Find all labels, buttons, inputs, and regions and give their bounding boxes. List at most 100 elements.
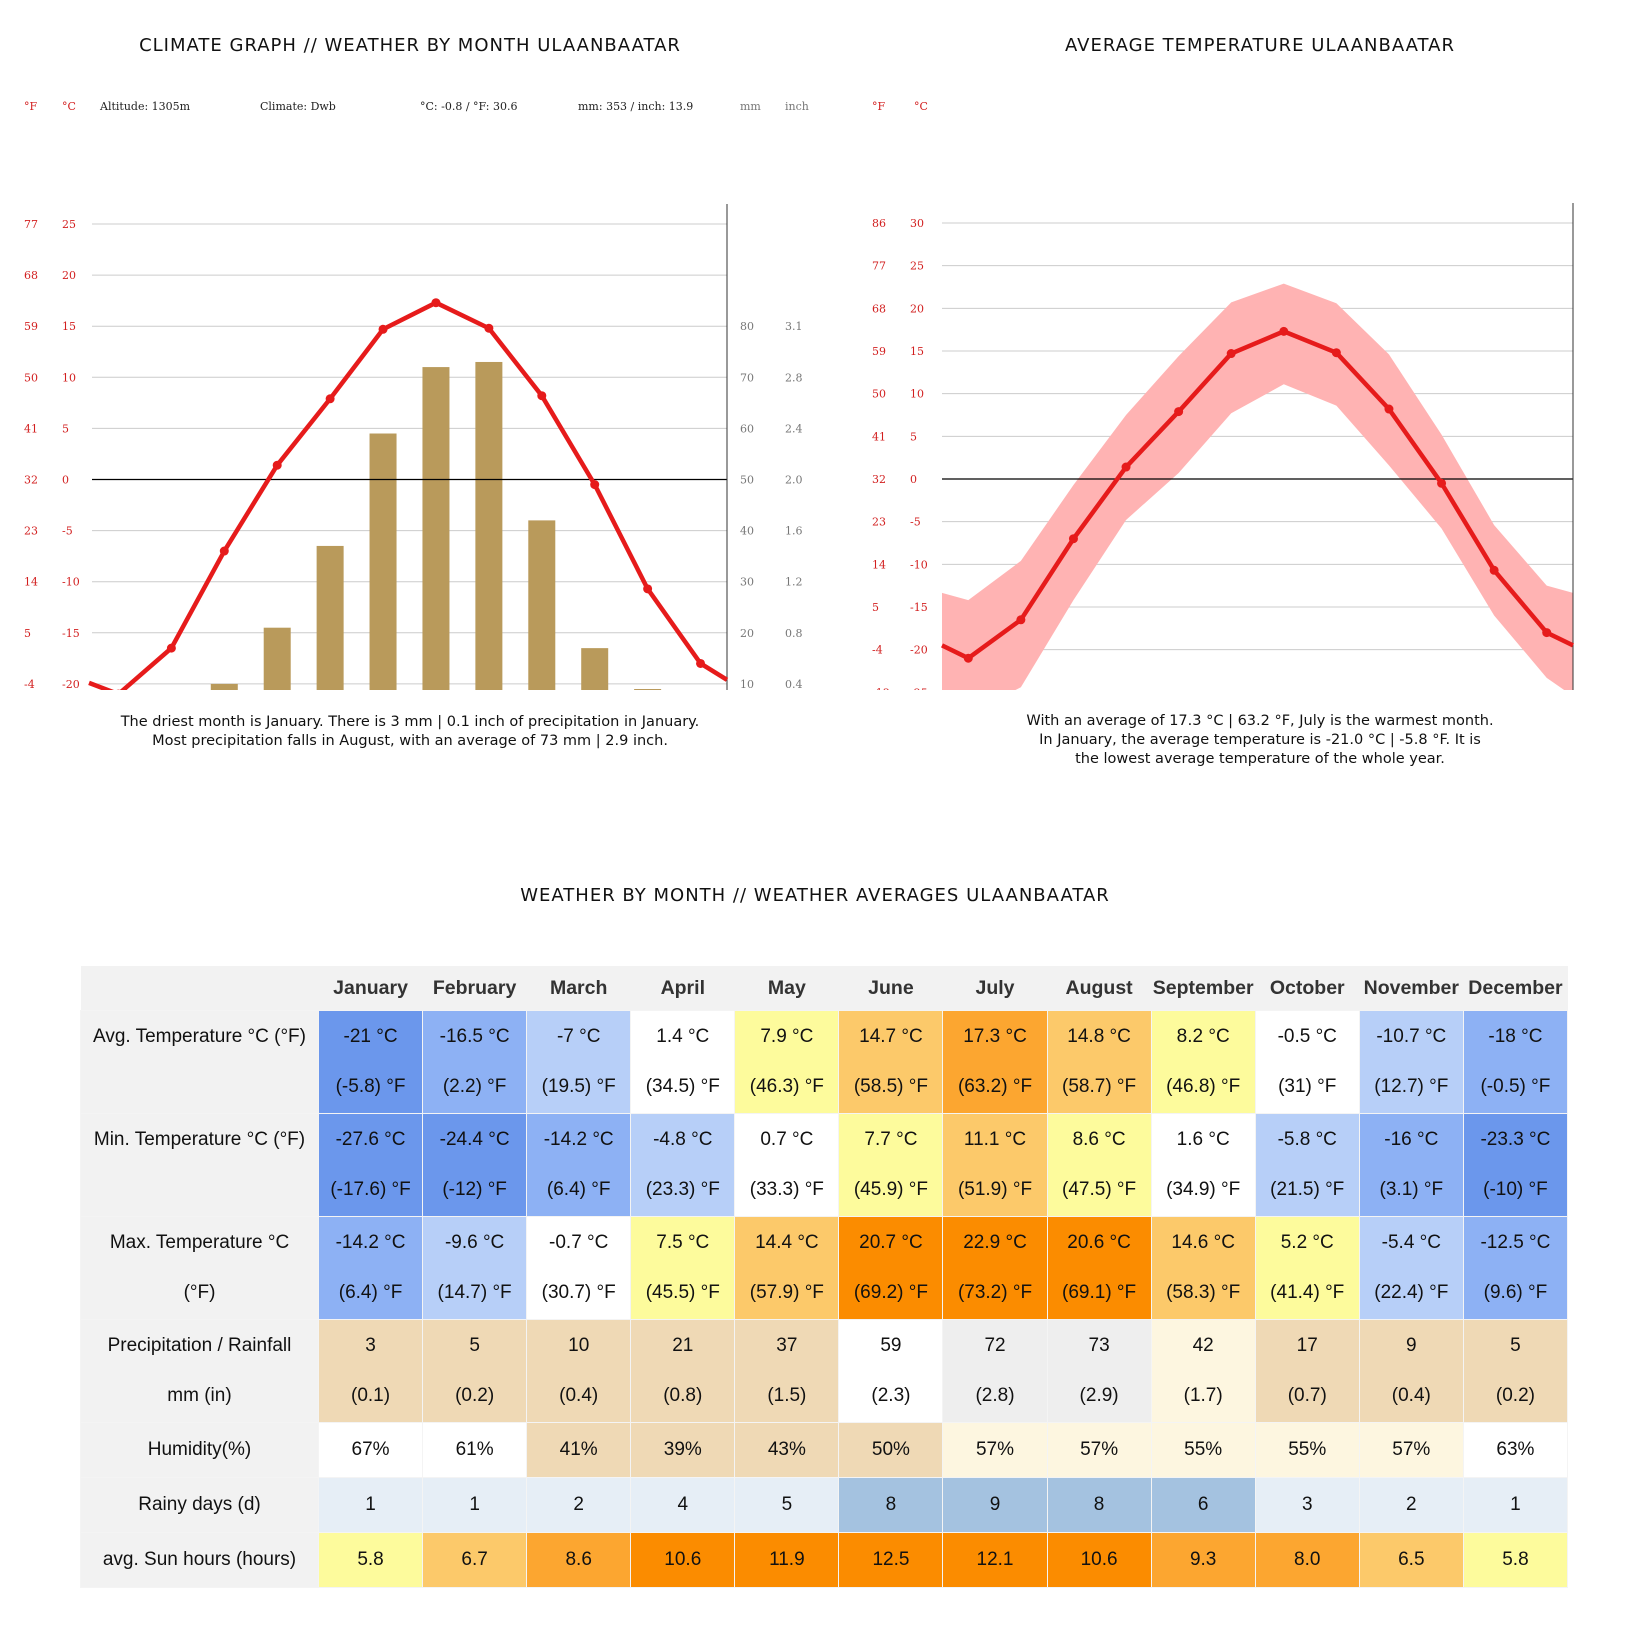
cell-value: 5.2 °C (1280, 1232, 1334, 1253)
table-cell: 39% (630, 1422, 736, 1478)
avg-temperature-point (1384, 404, 1394, 414)
cell-value-alt: (2.8) (975, 1385, 1015, 1406)
cell-value-alt: (-0.5) °F (1480, 1076, 1551, 1097)
y-tick-f: 41 (872, 430, 886, 443)
cell-value-alt: (45.9) °F (853, 1179, 928, 1200)
cell-value-alt: (22.4) °F (1374, 1282, 1449, 1303)
cell-value: 14.6 °C (1171, 1232, 1235, 1253)
table-cell: 8.6 (526, 1532, 632, 1588)
cell-value-alt: (2.3) (871, 1385, 911, 1406)
cell-value-alt: (51.9) °F (957, 1179, 1033, 1200)
cell-value-alt: (14.7) °F (437, 1282, 512, 1303)
cell-value: 73 (1088, 1335, 1110, 1356)
y-tick-f: 50 (24, 371, 38, 384)
y-tick-inch: 2.8 (785, 371, 803, 384)
table-cell: 8.2 °C (46.8) °F (1150, 1010, 1256, 1114)
table-cell: 8.6 °C (47.5) °F (1046, 1113, 1152, 1217)
table-row: Precipitation / Rainfall mm (in) 3 (0.1) 5 (0… (80, 1319, 1569, 1423)
cell-value-alt: (-5.8) °F (335, 1076, 406, 1097)
table-cell: 6 (1150, 1477, 1256, 1533)
y-tick-c: 25 (62, 218, 76, 231)
y-tick-mm: 70 (740, 371, 754, 384)
table-cell: 1.4 °C (34.5) °F (630, 1010, 736, 1114)
cell-value-alt: (58.7) °F (1062, 1076, 1137, 1097)
cell-value: -21 °C (343, 1026, 398, 1047)
table-cell: 3 (0.1) (317, 1319, 424, 1423)
y-tick-inch: 2.4 (785, 422, 803, 435)
table-cell: 12.1 (942, 1532, 1048, 1588)
y-tick-f: 59 (872, 345, 886, 358)
y-tick-inch: 1.6 (785, 525, 803, 538)
cell-value-alt: (33.3) °F (749, 1179, 824, 1200)
temperature-point (590, 480, 600, 490)
cell-value: -27.6 °C (335, 1129, 406, 1150)
cell-value-alt: (41.4) °F (1270, 1282, 1345, 1303)
y-tick-inch: 0.4 (785, 678, 803, 690)
table-cell: 9 (942, 1477, 1048, 1533)
cell-value: -23.3 °C (1480, 1129, 1551, 1150)
y-tick-f: -4 (24, 678, 35, 690)
climate-caption-line-1: The driest month is January. There is 3 … (120, 714, 700, 730)
table-cell: 14.7 °C (58.5) °F (838, 1010, 944, 1114)
table-row: Avg. Temperature °C (°F) -21 °C (-5.8) °F -… (80, 1010, 1569, 1114)
y-tick-c: 15 (910, 345, 924, 358)
cell-value-alt: (30.7) °F (541, 1282, 616, 1303)
temperature-point (696, 658, 706, 668)
y-tick-f: 32 (872, 473, 886, 486)
y-tick-f: 59 (24, 320, 38, 333)
table-cell: 5 (734, 1477, 840, 1533)
cell-value-alt: (3.1) °F (1379, 1179, 1444, 1200)
table-cell: 5.8 (317, 1532, 424, 1588)
table-cell: 8.0 (1254, 1532, 1360, 1588)
table-cell: -4.8 °C (23.3) °F (630, 1113, 736, 1217)
cell-value: -10.7 °C (1376, 1026, 1447, 1047)
unit-mm-label: mm (740, 100, 761, 113)
row-label: Precipitation / Rainfall mm (in) (80, 1319, 319, 1423)
cell-value: 42 (1192, 1335, 1214, 1356)
avg-temperature-point (1226, 349, 1236, 359)
row-label: Humidity(%) (80, 1422, 319, 1478)
month-header: March (526, 966, 631, 1011)
cell-value: 3 (365, 1335, 376, 1356)
cell-value-alt: (23.3) °F (645, 1179, 720, 1200)
cell-value: -9.6 °C (444, 1232, 505, 1253)
precip-bar (634, 689, 662, 690)
table-cell: -27.6 °C (-17.6) °F (317, 1113, 424, 1217)
y-tick-f: 5 (24, 627, 31, 640)
y-tick-c: 0 (62, 474, 69, 487)
avg-temperature-point (1489, 565, 1499, 575)
table-cell: 1 (1462, 1477, 1569, 1533)
month-header: September (1151, 966, 1256, 1011)
y-tick-c: 30 (910, 217, 924, 230)
table-cell: 17 (0.7) (1254, 1319, 1360, 1423)
y-tick-f: -13 (872, 686, 890, 690)
table-cell: 5 (0.2) (1462, 1319, 1569, 1423)
cell-value: -14.2 °C (543, 1129, 614, 1150)
cell-value: 8.2 °C (1176, 1026, 1230, 1047)
temperature-point (484, 323, 494, 333)
climate-graph-title: CLIMATE GRAPH // WEATHER BY MONTH ULAANB… (139, 35, 681, 56)
avg-temperature-line (941, 329, 1574, 661)
cell-value-alt: (0.7) (1287, 1385, 1327, 1406)
cell-value-alt: (69.2) °F (853, 1282, 928, 1303)
row-label: Avg. Temperature °C (°F) (80, 1010, 319, 1114)
table-cell: 20.7 °C (69.2) °F (838, 1216, 944, 1320)
table-cell: 11.1 °C (51.9) °F (942, 1113, 1048, 1217)
y-tick-c: 5 (62, 422, 69, 435)
min-max-band (942, 283, 1573, 690)
temperature-point (431, 298, 441, 308)
table-cell: 17.3 °C (63.2) °F (942, 1010, 1048, 1114)
avg-temperature-point (1279, 326, 1289, 336)
cell-value: 14.7 °C (859, 1026, 923, 1047)
row-label: Rainy days (d) (80, 1477, 319, 1533)
cell-value: 7.7 °C (864, 1129, 918, 1150)
y-tick-c: -20 (62, 678, 80, 690)
cell-value-alt: (47.5) °F (1062, 1179, 1137, 1200)
cell-value: -16 °C (1384, 1129, 1439, 1150)
table-cell: 57% (1046, 1422, 1152, 1478)
table-cell: 12.5 (838, 1532, 944, 1588)
cell-value-alt: (0.4) (1391, 1385, 1431, 1406)
table-cell: 14.4 °C (57.9) °F (734, 1216, 840, 1320)
unit-f-label: °F (24, 100, 38, 113)
table-cell: 22.9 °C (73.2) °F (942, 1216, 1048, 1320)
